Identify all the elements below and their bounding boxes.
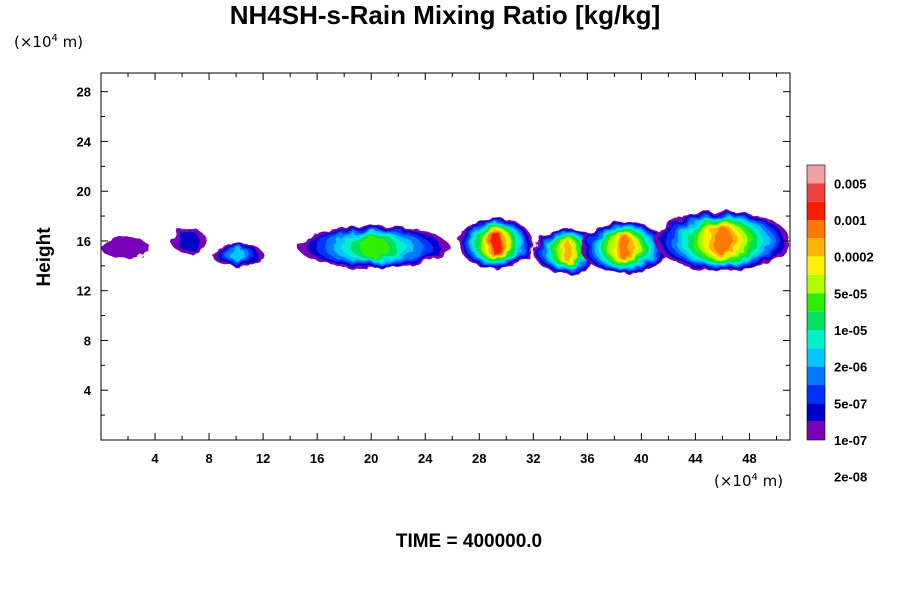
colorbar-swatch (807, 330, 825, 349)
colorbar-swatch (807, 275, 825, 294)
colorbar-label: 5e-07 (834, 396, 867, 411)
colorbar-label: 0.001 (834, 213, 867, 228)
y-tick-label: 20 (77, 184, 91, 199)
colorbar-label: 0.0002 (834, 250, 874, 265)
y-axis-label: Height (34, 227, 55, 287)
colorbar-swatch (807, 311, 825, 330)
contour-region (713, 226, 732, 256)
colorbar-swatch (807, 183, 825, 202)
colorbar-label: 0.005 (834, 176, 867, 191)
colorbar-swatch (807, 220, 825, 239)
x-tick-label: 12 (256, 451, 270, 466)
y-tick-label: 12 (77, 284, 91, 299)
colorbar-label: 2e-08 (834, 470, 867, 485)
colorbar-swatch (807, 238, 825, 257)
x-tick-label: 48 (742, 451, 756, 466)
contour-region (101, 237, 150, 259)
x-tick-label: 40 (634, 451, 648, 466)
x-tick-label: 20 (364, 451, 378, 466)
x-tick-label: 36 (580, 451, 594, 466)
contour-region (359, 236, 388, 258)
contour-region (618, 235, 631, 260)
plot-area (101, 211, 790, 274)
colorbar: 0.005 0.001 0.0002 5e-05 1e-05 2e-06 5e-07 1e-0… (806, 164, 874, 485)
x-tick-label: 16 (310, 451, 324, 466)
x-tick-label: 8 (205, 451, 212, 466)
contour-field (101, 211, 790, 274)
x-tick-label: 4 (151, 451, 159, 466)
colorbar-frame (806, 164, 826, 441)
y-tick-label: 16 (77, 234, 91, 249)
colorbar-label: 1e-05 (834, 323, 867, 338)
contour-region (562, 240, 572, 262)
colorbar-swatch (807, 366, 825, 385)
contour-region (491, 231, 501, 256)
contour-region (178, 231, 200, 251)
plot-frame (100, 72, 791, 441)
y-tick-label: 8 (84, 333, 91, 348)
colorbar-label: 5e-05 (834, 286, 867, 301)
colorbar-label: 2e-06 (834, 360, 867, 375)
x-tick-label: 24 (418, 451, 433, 466)
y-tick-label: 4 (84, 383, 92, 398)
colorbar-swatch (807, 403, 825, 422)
colorbar-swatch (807, 256, 825, 275)
colorbar-swatch (807, 421, 825, 440)
y-tick-label: 24 (77, 134, 92, 149)
colorbar-label: 1e-07 (834, 433, 867, 448)
y-axis-unit: (×104 m) (14, 33, 84, 51)
colorbar-swatch (807, 385, 825, 404)
colorbar-swatch (807, 165, 825, 184)
x-tick-label: 44 (688, 451, 703, 466)
contour-region (230, 248, 245, 262)
colorbar-swatch (807, 293, 825, 312)
time-label: TIME = 400000.0 (395, 531, 543, 552)
x-tick-label: 28 (472, 451, 486, 466)
y-tick-label: 28 (77, 85, 91, 100)
x-axis-unit: (×104 m) (714, 472, 784, 490)
x-tick-label: 32 (526, 451, 540, 466)
chart-title: NH4SH-s-Rain Mixing Ratio [kg/kg] (229, 0, 661, 30)
colorbar-swatch (807, 348, 825, 367)
colorbar-swatch (807, 201, 825, 220)
